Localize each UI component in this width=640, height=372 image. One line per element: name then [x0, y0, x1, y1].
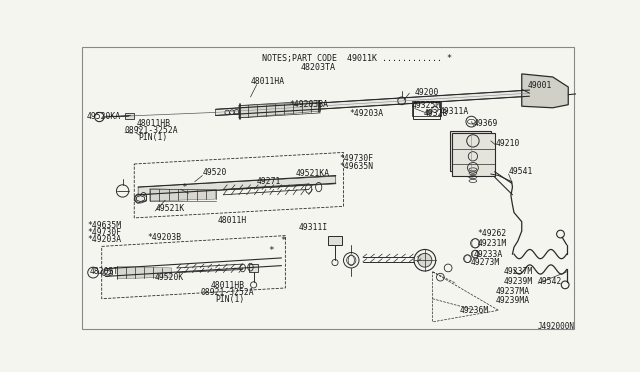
Text: *: * — [268, 247, 274, 256]
Text: *49730F: *49730F — [88, 228, 122, 237]
Polygon shape — [216, 90, 529, 115]
Text: 49233A: 49233A — [474, 250, 503, 259]
Text: *49635N: *49635N — [340, 162, 374, 171]
Text: 49210: 49210 — [495, 139, 520, 148]
Text: 49311A: 49311A — [440, 107, 469, 116]
Text: 49001: 49001 — [528, 81, 552, 90]
Polygon shape — [104, 270, 111, 275]
Polygon shape — [136, 196, 145, 202]
Bar — [413, 102, 440, 119]
Text: 08921-3252A: 08921-3252A — [125, 126, 179, 135]
Text: 49521KA: 49521KA — [296, 170, 330, 179]
Text: *: * — [280, 237, 285, 246]
Text: *49262: *49262 — [477, 229, 507, 238]
Bar — [412, 101, 441, 116]
Polygon shape — [150, 189, 216, 201]
Text: 48203T: 48203T — [90, 267, 118, 276]
Text: *49203A: *49203A — [88, 235, 122, 244]
Bar — [452, 133, 495, 176]
Bar — [249, 264, 259, 272]
Text: 48011HB: 48011HB — [136, 119, 171, 128]
Bar — [451, 131, 491, 171]
Text: 49328: 49328 — [423, 109, 448, 118]
Text: NOTES;PART CODE  49011K ............ *: NOTES;PART CODE 49011K ............ * — [262, 54, 452, 63]
Text: *49203BA: *49203BA — [289, 100, 328, 109]
Text: PIN(1): PIN(1) — [138, 133, 168, 142]
Text: *: * — [180, 183, 186, 192]
Text: 08921-3252A: 08921-3252A — [200, 288, 253, 297]
Text: 48203TA: 48203TA — [301, 63, 336, 72]
Text: 48011HA: 48011HA — [250, 77, 285, 86]
Text: 49520K: 49520K — [154, 273, 184, 282]
Polygon shape — [138, 176, 336, 195]
Text: 49325M: 49325M — [412, 101, 441, 110]
Text: 48011H: 48011H — [218, 216, 247, 225]
Text: *49635M: *49635M — [88, 221, 122, 230]
Text: *49203B: *49203B — [147, 232, 182, 242]
Text: 49520KA: 49520KA — [86, 112, 120, 121]
Text: 49231M: 49231M — [477, 239, 507, 248]
Text: PIN(1): PIN(1) — [216, 295, 245, 304]
Text: 49542: 49542 — [538, 277, 563, 286]
Text: *49730F: *49730F — [340, 154, 374, 163]
Bar — [125, 113, 134, 119]
Text: J492000N: J492000N — [537, 322, 574, 331]
Text: 49239MA: 49239MA — [495, 296, 529, 305]
Text: 49236M: 49236M — [460, 306, 489, 315]
Polygon shape — [117, 266, 172, 279]
Text: 49237MA: 49237MA — [495, 286, 529, 295]
Text: 49271: 49271 — [257, 177, 281, 186]
Text: 48011HB: 48011HB — [210, 281, 244, 290]
Text: 49541: 49541 — [509, 167, 533, 176]
Text: 49200: 49200 — [415, 88, 439, 97]
Polygon shape — [239, 102, 320, 118]
Text: *49203A: *49203A — [349, 109, 384, 118]
Circle shape — [426, 110, 431, 115]
Bar — [328, 235, 342, 245]
Text: 49237M: 49237M — [504, 267, 533, 276]
Text: 49273M: 49273M — [470, 258, 500, 267]
Text: 49521K: 49521K — [155, 204, 184, 213]
Text: 49311I: 49311I — [298, 224, 328, 232]
Text: 49520: 49520 — [202, 168, 227, 177]
Text: 49239M: 49239M — [504, 277, 533, 286]
Text: 49369: 49369 — [474, 119, 498, 128]
Polygon shape — [522, 74, 568, 108]
Circle shape — [418, 253, 432, 267]
